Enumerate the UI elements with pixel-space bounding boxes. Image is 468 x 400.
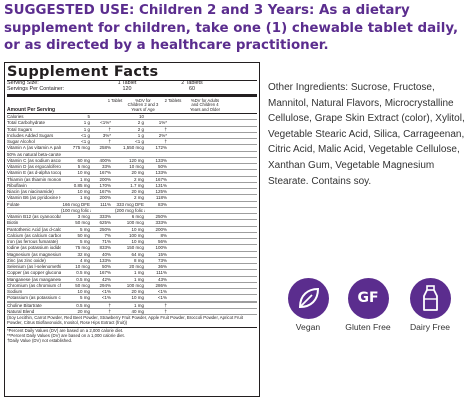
nutrient-row: (100 mcg folic acid)(200 mcg folic acid) xyxy=(7,208,257,215)
nutrient-row: Chromium (as chromium chloride)50 mcg294… xyxy=(7,283,257,290)
supplement-facts-title: Supplement Facts xyxy=(7,64,159,80)
nutrient-row: Folate 166 mcg DFE 111% 333 mcg DFE 83% xyxy=(7,202,257,208)
vegan-badge: Vegan xyxy=(268,278,348,332)
nutrient-row: Total Carbohydrate 1 g <1%* 2 g 1%* xyxy=(7,120,257,127)
nutrient-row: Niacin (as niacinamide) 10 mg 167% 20 mg 125… xyxy=(7,189,257,196)
nutrient-row: Natural Blend 20 mg † 40 mg † xyxy=(7,309,257,316)
gluten-free-icon: GF xyxy=(347,278,389,319)
nutrient-row: Biotin 50 mcg 625% 100 mcg 333% xyxy=(7,220,257,227)
nutrient-row: Copper (as copper gluconate) 0.5 mg 167% 1 … xyxy=(7,270,257,277)
nutrient-row: Sugar Alcohol <1 g † <1 g † xyxy=(7,139,257,146)
gluten-free-badge: GF Gluten Free xyxy=(328,278,408,332)
nutrient-row: Pantothenic Acid (as d-calcium pantothen… xyxy=(7,227,257,233)
dairy-free-badge: Dairy Free xyxy=(390,278,468,332)
nutrient-row: Sodium 10 mg <1% 20 mg <1% xyxy=(7,289,257,296)
nutrient-row: Vitamin C (as sodium ascorbate)60 mg400%… xyxy=(7,158,257,165)
nutrient-row: Choline Bitartrate 0.5 mg † 1 mg † xyxy=(7,303,257,309)
nutrient-row: Thiamin (as thiamin mononitrate)1 mg200%… xyxy=(7,177,257,183)
other-ingredients-text: Other Ingredients: Sucrose, Fructose, Ma… xyxy=(268,82,465,187)
nutrient-row: Vitamin E (as d-alpha tocopheryl succina… xyxy=(7,170,257,177)
nutrient-row: Manganese (as manganese sulfate)0.5 mg42… xyxy=(7,277,257,283)
nutrient-row: 50% as natural beta-carotene) xyxy=(7,152,257,158)
suggested-use-text: SUGGESTED USE: Children 2 and 3 Years: A… xyxy=(4,3,459,54)
nutrient-row: Riboflavin 0.85 mg 170% 1.7 mg 131% xyxy=(7,183,257,190)
nutrient-row: Magnesium (as magnesium oxide)32 mg40%64… xyxy=(7,252,257,258)
serving-size-row: Serving Size: 1 Tablet 2 Tablets xyxy=(7,80,203,86)
supplement-facts-panel: Supplement Facts Serving Size: 1 Tablet … xyxy=(4,62,260,397)
nutrient-row: Calories 5 10 xyxy=(7,114,257,121)
natural-blend-ingredients: (Soy Lecithin, Carrot Powder, Red Beet P… xyxy=(7,315,243,326)
nutrient-row: Iodine (as potassium iodide) 75 mcg 833% 15… xyxy=(7,245,257,252)
nutrient-row: Vitamin A (as vitamin A palmitate,775 mc… xyxy=(7,145,257,152)
servings-per-container-row: Servings Per Container: 120 60 xyxy=(7,85,195,92)
footnote: †Daily Value (DV) not established. xyxy=(7,337,73,343)
vegan-label: Vegan xyxy=(295,322,321,332)
footnote: *Percent Daily Values (DV) are based on … xyxy=(7,327,124,333)
nutrient-row xyxy=(7,301,257,303)
nutrient-row: Iron (as ferrous fumarate) 5 mg 71% 10 mg 56… xyxy=(7,239,257,246)
milk-bottle-icon xyxy=(409,278,451,319)
leaf-icon xyxy=(287,278,329,319)
nutrient-row: Total Sugars 1 g † 2 g † xyxy=(7,127,257,133)
nutrient-row: Vitamin B6 (as pyridoxine HCl)1 mg200%2 … xyxy=(7,195,257,202)
nutrient-row: Zinc (as zinc oxide) 4 mg 133% 8 mg 73% xyxy=(7,258,257,265)
nutrient-row: Vitamin B12 (as cyanocobalamin)3 mcg333%… xyxy=(7,214,257,221)
facts-column-header: Amount Per Serving 1 Tablet %DV for Chil… xyxy=(7,97,221,113)
gluten-free-label: Gluten Free xyxy=(345,322,391,332)
nutrient-row: Calcium (as calcium carbonate)50 mg7%100… xyxy=(7,233,257,240)
nutrient-row: Potassium (as potassium chloride)5 mg<1%… xyxy=(7,295,257,302)
nutrient-row: Vitamin D (as ergocalciferol) 5 mcg 33% 10 … xyxy=(7,164,257,171)
nutrient-row: Selenium (as l-selenomethionine)10 mcg50… xyxy=(7,264,257,271)
dairy-free-label: Dairy Free xyxy=(409,322,451,332)
footnote: **Percent Daily Values (DV) are based on… xyxy=(7,332,125,338)
nutrient-row: Includes Added Sugars <1 g 3%* 1 g 2%* xyxy=(7,133,257,140)
